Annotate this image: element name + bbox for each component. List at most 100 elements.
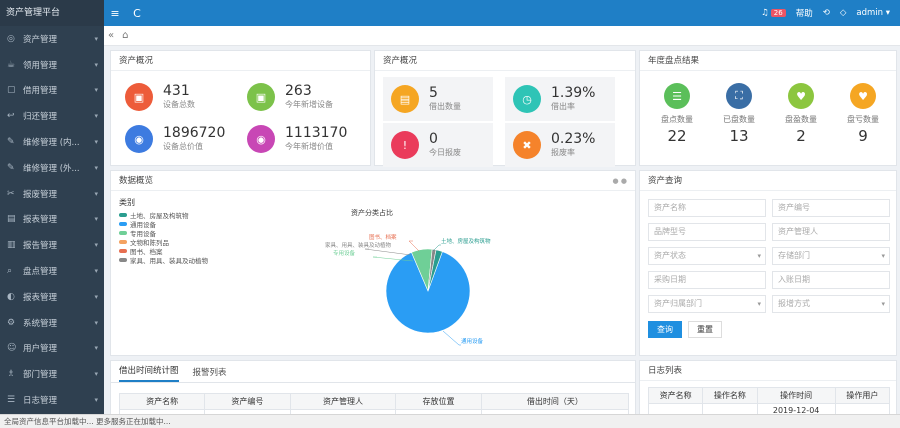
pie-slice[interactable] bbox=[427, 249, 443, 292]
stat-card: ✖ 0.23% 报废率 bbox=[505, 123, 615, 167]
sidebar-item-label: 借用管理 bbox=[23, 86, 58, 97]
sidebar-item[interactable]: ✎ 维修管理 (外... ▾ bbox=[0, 155, 104, 181]
menu-toggle-icon[interactable]: ≡ bbox=[110, 6, 120, 20]
search-field[interactable]: 资产编号 bbox=[772, 199, 890, 217]
stat-card: ▣ 431 设备总数 bbox=[125, 83, 195, 111]
sidebar-item[interactable]: ▥ 报告管理 ▾ bbox=[0, 232, 104, 258]
stat-text: 1.39% 借出率 bbox=[551, 86, 595, 112]
sidebar-item[interactable]: ☕ 领用管理 ▾ bbox=[0, 52, 104, 78]
stat-label: 今年新增价值 bbox=[285, 142, 333, 151]
asset-search-panel: 资产查询 资产名称 资产编号 品牌型号 资产管理人 资产状态 ▾ 存储部门 ▾ 采购日期 入账日期… bbox=[639, 170, 897, 356]
sidebar-item[interactable]: ♗ 部门管理 ▾ bbox=[0, 361, 104, 387]
inventory-stat: ☰ 盘点数量 22 bbox=[650, 83, 704, 145]
chevron-down-icon: ▾ bbox=[94, 60, 98, 69]
stat-text: 431 设备总数 bbox=[163, 84, 195, 110]
inventory-stat: ♥ 盘盈数量 2 bbox=[774, 83, 828, 145]
legend-item[interactable]: 通用设备 bbox=[119, 219, 208, 229]
borrow-stats-panel: 借出时间统计图 报警列表 资产名称 资产编号 资产管理人 存放位置 借出时间（天） bbox=[110, 360, 636, 424]
stat-label: 设备总价值 bbox=[163, 142, 203, 151]
sidebar-item[interactable]: ✂ 报废管理 ▾ bbox=[0, 181, 104, 207]
theme-icon[interactable]: ◇ bbox=[839, 8, 847, 18]
stat-card: ▣ 263 今年新增设备 bbox=[247, 83, 333, 111]
search-field[interactable]: 存储部门 ▾ bbox=[772, 247, 890, 265]
chevron-down-icon: ▾ bbox=[94, 396, 98, 405]
home-icon[interactable]: ⌂ bbox=[122, 30, 129, 41]
sidebar-item[interactable]: ☰ 日志管理 ▾ bbox=[0, 387, 104, 413]
sidebar-item[interactable]: ▤ 报表管理 ▾ bbox=[0, 207, 104, 233]
sidebar-item-label: 维修管理 (内... bbox=[23, 138, 80, 149]
legend-item[interactable]: 图书、档案 bbox=[119, 246, 208, 256]
callout-label: 图书、档案 bbox=[369, 233, 397, 241]
sidebar-item[interactable]: ✎ 维修管理 (内... ▾ bbox=[0, 129, 104, 155]
legend-item[interactable]: 土地、房屋及构筑物 bbox=[119, 210, 208, 220]
search-field[interactable]: 报增方式 ▾ bbox=[772, 295, 890, 313]
stat-label: 借出率 bbox=[551, 102, 575, 111]
callout-label: 土地、房屋及构筑物 bbox=[441, 237, 491, 245]
refresh-icon[interactable]: C bbox=[133, 6, 141, 20]
tabs-back-icon[interactable]: « bbox=[108, 30, 115, 41]
chevron-down-icon: ▾ bbox=[881, 300, 885, 308]
chevron-down-icon: ▾ bbox=[94, 241, 98, 250]
field-placeholder: 存储部门 bbox=[778, 251, 810, 260]
legend-label: 图书、档案 bbox=[130, 247, 163, 256]
sidebar: 资产管理平台 ◎ 资产管理 ▾ ☕ 领用管理 ▾ ▢ 借用管理 ▾ ↩ 归还管理 ▾ ✎ 维修管理 (内.… bbox=[0, 0, 104, 428]
search-field[interactable]: 采购日期 bbox=[648, 271, 766, 289]
search-field[interactable]: 品牌型号 bbox=[648, 223, 766, 241]
stat-card: ◉ 1113170 今年新增价值 bbox=[247, 125, 347, 153]
menu-item-icon: ⚙ bbox=[7, 317, 16, 328]
legend-label: 文物和陈列品 bbox=[130, 238, 169, 247]
tab-borrow-time[interactable]: 借出时间统计图 bbox=[119, 364, 179, 382]
inventory-value: 13 bbox=[729, 127, 749, 145]
sidebar-item-label: 资产管理 bbox=[23, 34, 58, 45]
top-bar: ≡ C ♫ 26 帮助 ⟲ ◇ admin ▾ bbox=[104, 0, 900, 26]
sidebar-item[interactable]: ⌕ 盘点管理 ▾ bbox=[0, 258, 104, 284]
search-field[interactable]: 资产归属部门 ▾ bbox=[648, 295, 766, 313]
sidebar-item[interactable]: ▢ 借用管理 ▾ bbox=[0, 78, 104, 104]
asset-overview-panel: 资产概况 ▣ 431 设备总数 ▣ 263 今年新增设备 ◉ 1896720 设备总价值 ◉ 111… bbox=[110, 50, 371, 166]
user-menu[interactable]: admin ▾ bbox=[856, 8, 890, 18]
stat-value: 1.39% bbox=[551, 85, 596, 101]
menu-item-icon: ♗ bbox=[7, 369, 16, 380]
stat-icon: ◷ bbox=[513, 85, 541, 113]
chevron-down-icon: ▾ bbox=[94, 138, 98, 147]
inventory-icon: ♥ bbox=[850, 83, 876, 109]
search-field[interactable]: 资产名称 bbox=[648, 199, 766, 217]
sidebar-item[interactable]: ⚙ 系统管理 ▾ bbox=[0, 310, 104, 336]
pie-slice[interactable] bbox=[385, 251, 471, 334]
panel-dots-icon[interactable]: ● ● bbox=[612, 177, 627, 185]
stat-value: 263 bbox=[285, 83, 312, 99]
legend-item[interactable]: 文物和陈列品 bbox=[119, 237, 208, 247]
chevron-down-icon: ▾ bbox=[94, 292, 98, 301]
sidebar-item[interactable]: ◎ 资产管理 ▾ bbox=[0, 26, 104, 52]
help-link[interactable]: 帮助 bbox=[795, 9, 813, 19]
legend-swatch bbox=[119, 230, 127, 235]
stat-value: 1896720 bbox=[163, 125, 226, 141]
sidebar-item-label: 报表管理 bbox=[23, 292, 58, 303]
callout-line bbox=[364, 248, 412, 256]
stat-icon: ✖ bbox=[513, 131, 541, 159]
sidebar-item[interactable]: ☺ 用户管理 ▾ bbox=[0, 336, 104, 362]
legend-label: 专用设备 bbox=[130, 229, 156, 238]
callout-line bbox=[372, 256, 414, 262]
legend-item[interactable]: 家具、用具、装具及动植物 bbox=[119, 255, 208, 265]
legend-item[interactable]: 专用设备 bbox=[119, 228, 208, 238]
top-bar-right: ♫ 26 帮助 ⟲ ◇ admin ▾ bbox=[761, 7, 900, 19]
brand-title: 资产管理平台 bbox=[0, 0, 104, 26]
settings-icon[interactable]: ⟲ bbox=[822, 8, 830, 18]
stat-icon: ! bbox=[391, 131, 419, 159]
tab-alarm-list[interactable]: 报警列表 bbox=[192, 368, 227, 378]
sidebar-item[interactable]: ↩ 归还管理 ▾ bbox=[0, 103, 104, 129]
stat-card: ◷ 1.39% 借出率 bbox=[505, 77, 615, 121]
search-field[interactable]: 入账日期 bbox=[772, 271, 890, 289]
query-button[interactable]: 查询 bbox=[648, 321, 682, 338]
column-header: 操作时间 bbox=[756, 387, 836, 404]
legend-label: 土地、房屋及构筑物 bbox=[130, 211, 189, 220]
search-field[interactable]: 资产管理人 bbox=[772, 223, 890, 241]
sidebar-item[interactable]: ◐ 报表管理 ▾ bbox=[0, 284, 104, 310]
menu-item-icon: ✎ bbox=[7, 162, 15, 173]
search-field[interactable]: 资产状态 ▾ bbox=[648, 247, 766, 265]
notification-button[interactable]: ♫ 26 bbox=[761, 8, 786, 18]
sidebar-item-label: 归还管理 bbox=[23, 112, 58, 123]
reset-button[interactable]: 重置 bbox=[688, 321, 722, 338]
